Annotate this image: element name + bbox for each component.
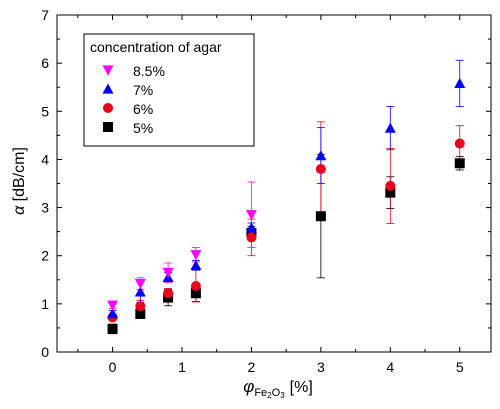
data-point — [135, 308, 146, 319]
data-point — [245, 222, 257, 233]
data-point — [190, 250, 202, 261]
data-markers — [107, 77, 466, 334]
data-point — [385, 187, 396, 198]
data-point — [190, 281, 201, 292]
x-tick-label: 2 — [248, 359, 256, 375]
data-point — [190, 259, 202, 271]
data-point — [454, 158, 465, 169]
y-tick-label: 0 — [41, 344, 49, 360]
x-tick-label: 0 — [109, 359, 117, 375]
data-point — [315, 150, 327, 161]
legend: concentration of agar 8.5% 7% 6% 5% — [83, 33, 255, 147]
data-point — [107, 323, 118, 334]
x-tick-label: 5 — [456, 359, 464, 375]
legend-label: 6% — [133, 101, 153, 117]
legend-title: concentration of agar — [90, 39, 222, 55]
data-point — [246, 232, 257, 243]
data-point — [315, 164, 326, 175]
legend-label: 8.5% — [133, 63, 165, 79]
x-tick-label: 3 — [317, 359, 325, 375]
data-point — [190, 288, 201, 299]
data-point — [107, 300, 119, 311]
x-axis-subscript-index-1: 2 — [267, 391, 272, 400]
x-axis-label: φFe2O3 [%] — [243, 377, 313, 400]
y-axis-label: α [dB/cm] — [11, 147, 28, 215]
legend-marker — [102, 83, 114, 94]
x-axis-symbol: φ — [243, 377, 254, 396]
data-point — [134, 278, 146, 290]
axis-ticks: 0 1 2 3 4 5 6 7 0 1 2 3 4 5 — [41, 7, 491, 375]
y-axis-symbol: α — [11, 205, 28, 215]
legend-marker — [103, 103, 113, 113]
x-axis-unit: [%] — [290, 379, 313, 396]
legend-label: 5% — [133, 120, 153, 136]
y-tick-label: 4 — [41, 151, 49, 167]
y-tick-label: 1 — [41, 296, 49, 312]
data-point — [315, 211, 326, 222]
data-point — [107, 307, 119, 319]
data-point — [385, 180, 396, 191]
y-tick-label: 6 — [41, 55, 49, 71]
x-axis-subscript-fe: Fe — [254, 387, 267, 399]
data-point — [384, 122, 396, 133]
data-point — [134, 286, 146, 297]
data-point — [245, 210, 257, 221]
data-point — [454, 138, 465, 149]
x-tick-label: 1 — [178, 359, 186, 375]
data-point — [135, 301, 146, 312]
y-tick-label: 3 — [41, 200, 49, 216]
data-point — [162, 267, 174, 279]
y-tick-label: 5 — [41, 103, 49, 119]
y-tick-label: 7 — [41, 7, 49, 23]
x-tick-label: 4 — [386, 359, 394, 375]
x-axis-subscript-index-2: 3 — [280, 391, 285, 400]
x-axis-subscript-o: O — [272, 387, 281, 399]
data-point — [454, 77, 466, 89]
data-point — [163, 288, 174, 299]
y-axis-unit: [dB/cm] — [11, 147, 28, 201]
y-tick-label: 2 — [41, 248, 49, 264]
legend-label: 7% — [133, 82, 153, 98]
legend-marker — [103, 122, 113, 132]
legend-marker — [102, 65, 114, 76]
